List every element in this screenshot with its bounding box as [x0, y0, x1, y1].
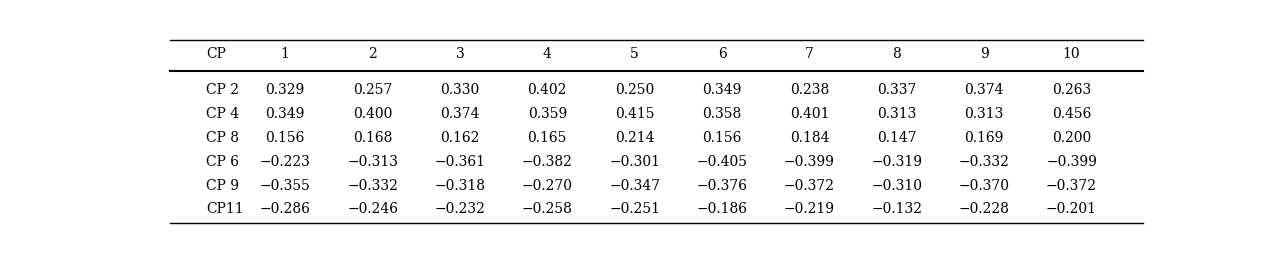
Text: 0.214: 0.214: [615, 131, 655, 145]
Text: −0.372: −0.372: [784, 178, 835, 193]
Text: CP 9: CP 9: [206, 178, 238, 193]
Text: 0.169: 0.169: [965, 131, 1004, 145]
Text: 6: 6: [717, 47, 726, 61]
Text: CP 4: CP 4: [206, 107, 240, 121]
Text: CP 2: CP 2: [206, 83, 238, 97]
Text: CP 6: CP 6: [206, 155, 238, 169]
Text: −0.361: −0.361: [434, 155, 485, 169]
Text: −0.313: −0.313: [347, 155, 398, 169]
Text: −0.201: −0.201: [1047, 202, 1097, 217]
Text: −0.310: −0.310: [871, 178, 922, 193]
Text: CP 8: CP 8: [206, 131, 238, 145]
Text: −0.399: −0.399: [784, 155, 835, 169]
Text: −0.405: −0.405: [697, 155, 748, 169]
Text: −0.372: −0.372: [1047, 178, 1097, 193]
Text: 0.184: 0.184: [789, 131, 829, 145]
Text: −0.223: −0.223: [260, 155, 311, 169]
Text: 0.313: 0.313: [877, 107, 916, 121]
Text: 0.162: 0.162: [441, 131, 479, 145]
Text: 3: 3: [456, 47, 464, 61]
Text: 0.330: 0.330: [441, 83, 479, 97]
Text: −0.382: −0.382: [521, 155, 573, 169]
Text: 0.374: 0.374: [965, 83, 1004, 97]
Text: 0.401: 0.401: [789, 107, 829, 121]
Text: 2: 2: [368, 47, 377, 61]
Text: 0.147: 0.147: [877, 131, 917, 145]
Text: −0.286: −0.286: [260, 202, 311, 217]
Text: 0.313: 0.313: [965, 107, 1004, 121]
Text: −0.258: −0.258: [521, 202, 573, 217]
Text: −0.246: −0.246: [347, 202, 398, 217]
Text: 0.349: 0.349: [702, 83, 742, 97]
Text: −0.332: −0.332: [347, 178, 398, 193]
Text: 0.156: 0.156: [265, 131, 305, 145]
Text: 0.400: 0.400: [352, 107, 392, 121]
Text: −0.355: −0.355: [260, 178, 311, 193]
Text: 0.337: 0.337: [877, 83, 916, 97]
Text: 9: 9: [980, 47, 989, 61]
Text: 5: 5: [630, 47, 639, 61]
Text: −0.301: −0.301: [610, 155, 660, 169]
Text: −0.219: −0.219: [784, 202, 835, 217]
Text: −0.370: −0.370: [958, 178, 1009, 193]
Text: 0.257: 0.257: [352, 83, 392, 97]
Text: 0.402: 0.402: [528, 83, 567, 97]
Text: 8: 8: [893, 47, 901, 61]
Text: −0.318: −0.318: [434, 178, 485, 193]
Text: −0.251: −0.251: [610, 202, 660, 217]
Text: 0.374: 0.374: [441, 107, 479, 121]
Text: 0.329: 0.329: [265, 83, 305, 97]
Text: −0.228: −0.228: [958, 202, 1009, 217]
Text: CP11: CP11: [206, 202, 243, 217]
Text: −0.232: −0.232: [434, 202, 485, 217]
Text: 0.156: 0.156: [702, 131, 742, 145]
Text: −0.347: −0.347: [608, 178, 660, 193]
Text: 4: 4: [543, 47, 552, 61]
Text: 0.168: 0.168: [352, 131, 392, 145]
Text: −0.186: −0.186: [697, 202, 748, 217]
Text: CP: CP: [206, 47, 225, 61]
Text: 0.200: 0.200: [1052, 131, 1091, 145]
Text: −0.376: −0.376: [697, 178, 748, 193]
Text: 0.165: 0.165: [528, 131, 567, 145]
Text: 1: 1: [281, 47, 290, 61]
Text: 0.415: 0.415: [615, 107, 655, 121]
Text: 0.349: 0.349: [265, 107, 305, 121]
Text: 0.250: 0.250: [615, 83, 655, 97]
Text: −0.132: −0.132: [871, 202, 922, 217]
Text: 0.456: 0.456: [1052, 107, 1091, 121]
Text: 0.238: 0.238: [790, 83, 829, 97]
Text: −0.332: −0.332: [958, 155, 1009, 169]
Text: −0.399: −0.399: [1047, 155, 1097, 169]
Text: 0.359: 0.359: [528, 107, 567, 121]
Text: 10: 10: [1063, 47, 1080, 61]
Text: 7: 7: [804, 47, 813, 61]
Text: −0.270: −0.270: [521, 178, 573, 193]
Text: 0.358: 0.358: [702, 107, 742, 121]
Text: 0.263: 0.263: [1052, 83, 1091, 97]
Text: −0.319: −0.319: [871, 155, 922, 169]
